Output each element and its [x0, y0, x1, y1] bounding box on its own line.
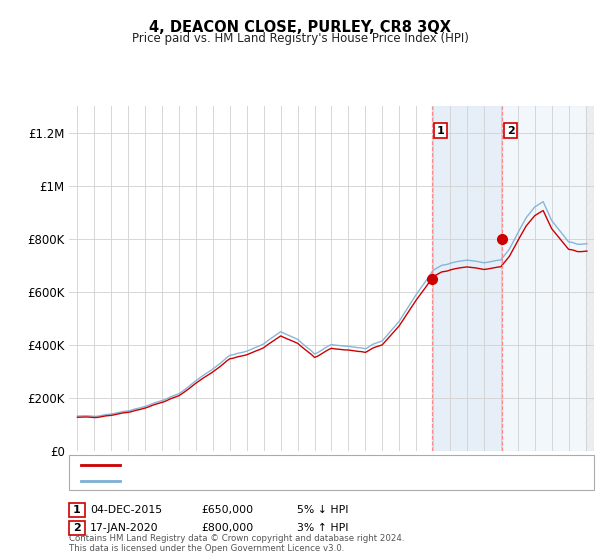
Text: 4, DEACON CLOSE, PURLEY, CR8 3QX: 4, DEACON CLOSE, PURLEY, CR8 3QX: [149, 20, 451, 35]
Bar: [586, 106, 594, 451]
Text: £800,000: £800,000: [201, 522, 253, 533]
Text: 2: 2: [73, 522, 80, 533]
Text: HPI: Average price, detached house, Croydon: HPI: Average price, detached house, Croy…: [126, 477, 374, 486]
Bar: [502, 106, 594, 451]
Text: 4, DEACON CLOSE, PURLEY, CR8 3QX (detached house): 4, DEACON CLOSE, PURLEY, CR8 3QX (detach…: [126, 460, 430, 470]
Text: 1: 1: [437, 125, 445, 136]
Text: 2: 2: [506, 125, 514, 136]
Text: 17-JAN-2020: 17-JAN-2020: [90, 522, 158, 533]
Bar: [432, 106, 502, 451]
Text: £650,000: £650,000: [201, 505, 253, 515]
Text: 3% ↑ HPI: 3% ↑ HPI: [297, 522, 349, 533]
Text: 04-DEC-2015: 04-DEC-2015: [90, 505, 162, 515]
Text: Contains HM Land Registry data © Crown copyright and database right 2024.
This d: Contains HM Land Registry data © Crown c…: [69, 534, 404, 553]
Text: 5% ↓ HPI: 5% ↓ HPI: [297, 505, 349, 515]
Text: 1: 1: [73, 505, 80, 515]
Text: Price paid vs. HM Land Registry's House Price Index (HPI): Price paid vs. HM Land Registry's House …: [131, 32, 469, 45]
